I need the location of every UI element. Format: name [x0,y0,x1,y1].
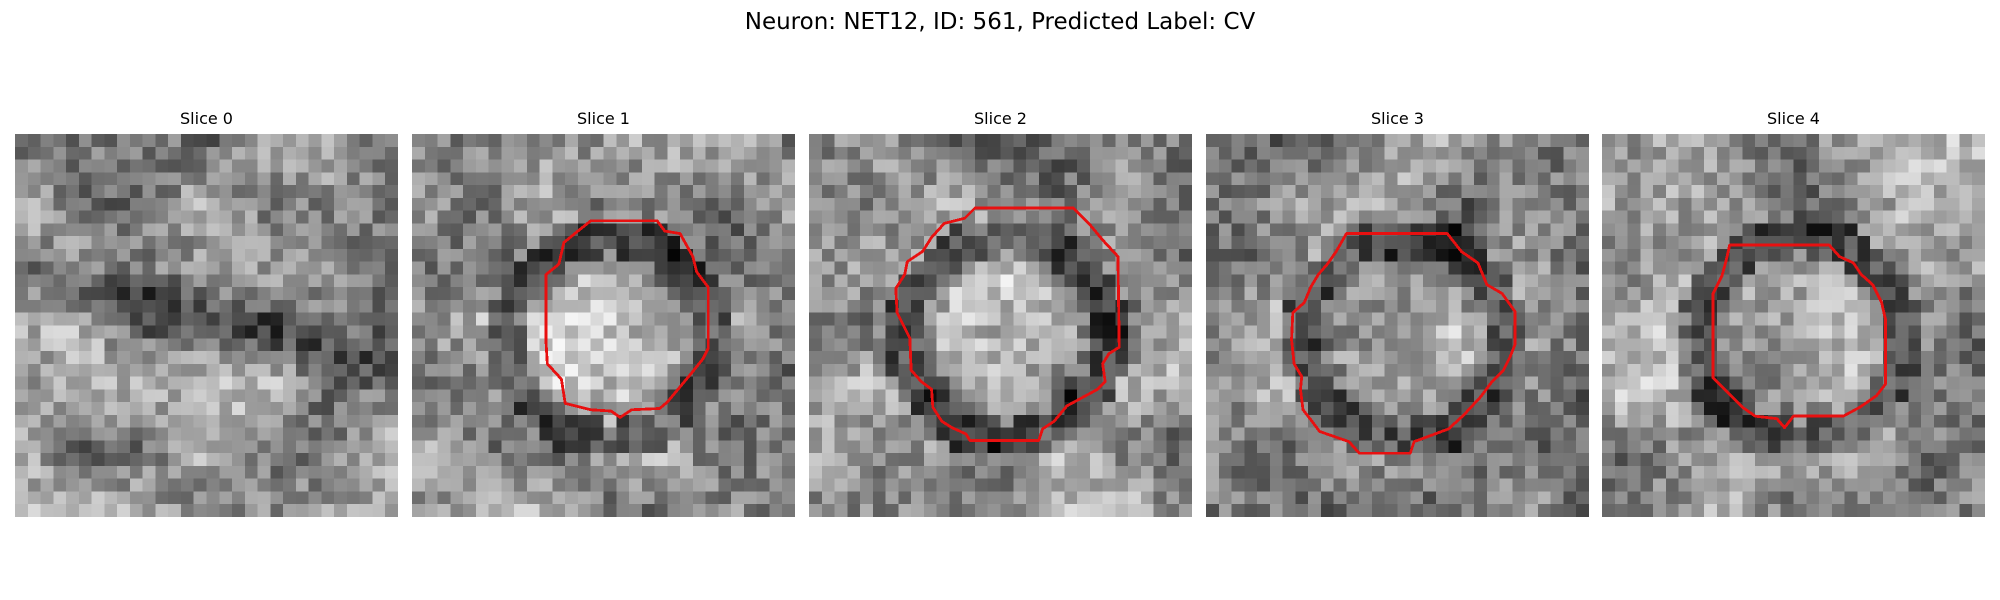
pixel-grid [412,134,795,517]
slice-title: Slice 0 [180,109,233,128]
slice-panel-0: Slice 0 [15,108,398,518]
slice-image [1602,134,1985,517]
slice-title: Slice 3 [1371,109,1424,128]
slice-panel-4: Slice 4 [1602,108,1985,518]
pixel-grid [1602,134,1985,517]
slice-image [1206,134,1589,517]
pixel-grid [1206,134,1589,517]
slice-title: Slice 2 [974,109,1027,128]
figure-title: Neuron: NET12, ID: 561, Predicted Label:… [744,9,1256,35]
slice-panel-2: Slice 2 [809,108,1192,518]
segmentation-contour [1711,243,1887,430]
slice-panel-1: Slice 1 [412,108,795,518]
slice-title: Slice 4 [1767,109,1820,128]
slice-panel-3: Slice 3 [1206,108,1589,518]
pixel-grid [809,134,1192,517]
segmentation-contour [544,219,710,419]
segmentation-contour [1290,232,1517,455]
slice-title: Slice 1 [577,109,630,128]
slice-image [412,134,795,517]
slice-image [15,134,398,517]
pixel-grid [15,134,398,517]
segmentation-contour [894,206,1121,442]
slice-image [809,134,1192,517]
